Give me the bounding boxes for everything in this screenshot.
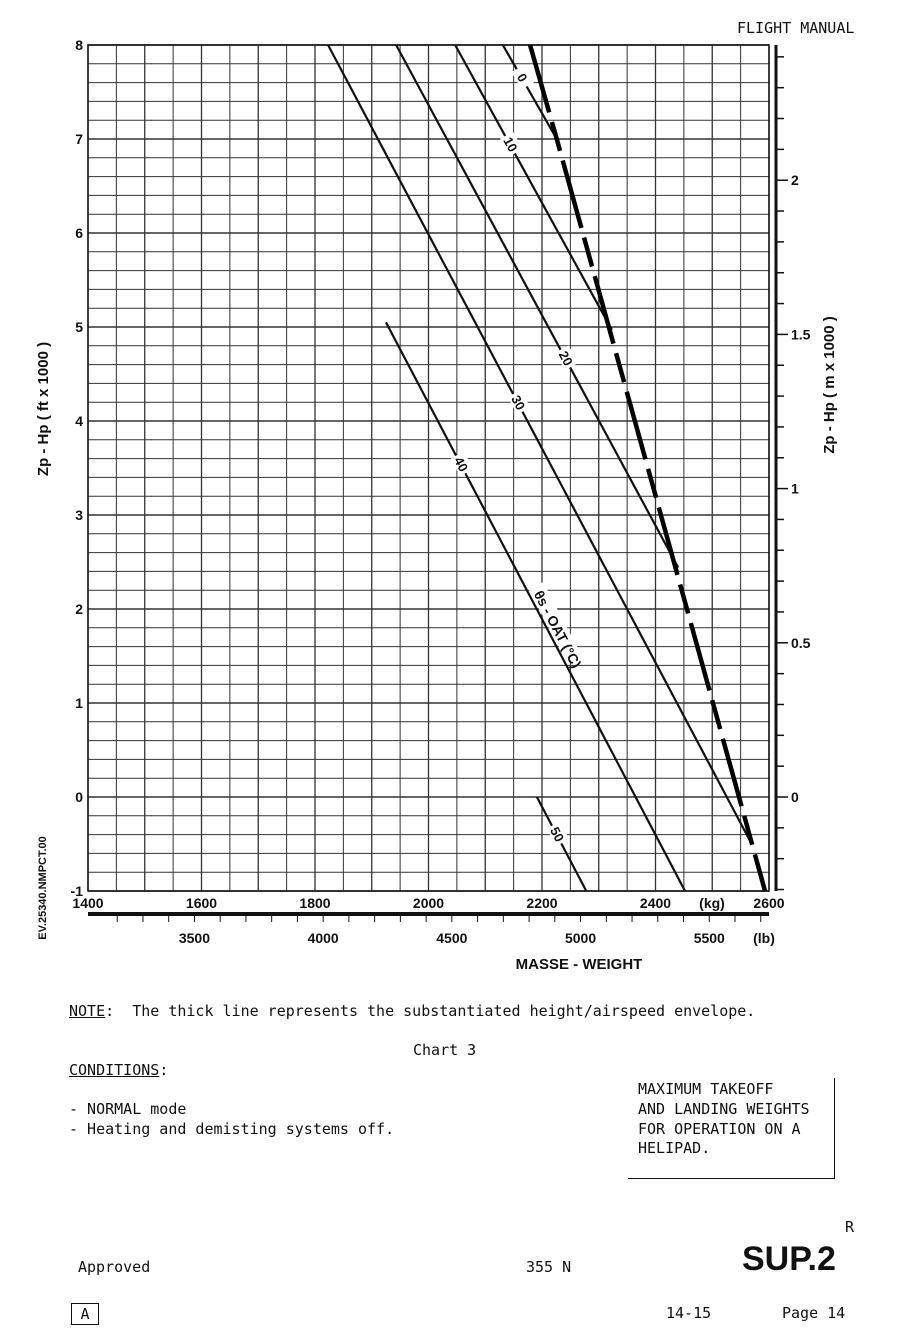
- y-tick-label: 1: [75, 695, 83, 711]
- oat-label-bg: [555, 345, 579, 371]
- conditions-label: CONDITIONS: [69, 1061, 160, 1079]
- lb-tick-label: 4500: [436, 930, 467, 946]
- note-label: NOTE: [69, 1002, 106, 1020]
- lb-tick-label: 3500: [179, 930, 210, 946]
- revision-mark: R: [845, 1218, 855, 1236]
- m-tick-label: 1: [791, 481, 799, 497]
- oat-label-50: 50: [547, 824, 567, 844]
- approved-label: Approved: [78, 1258, 151, 1276]
- lb-tick-label: 5000: [565, 930, 596, 946]
- m-tick-label: 2: [791, 172, 799, 188]
- oat-label-bg: [507, 389, 531, 415]
- helipad-weights-box: [628, 1078, 835, 1179]
- x-axis-title: MASSE - WEIGHT: [516, 956, 643, 973]
- box-line: FOR OPERATION ON A: [638, 1120, 801, 1138]
- box-line: HELIPAD.: [638, 1139, 711, 1157]
- oat-label-30: 30: [508, 393, 528, 413]
- lb-tick-label: 4000: [308, 930, 339, 946]
- envelope-thick-line: [527, 44, 768, 892]
- y-tick-label: 5: [75, 319, 83, 335]
- y-tick-label: 2: [75, 601, 83, 617]
- y-tick-label: 6: [75, 225, 83, 241]
- chart-caption: Chart 3: [413, 1041, 477, 1059]
- oat-label-bg: [546, 821, 570, 847]
- x-unit-kg: (kg): [699, 895, 725, 911]
- oat-series-title: θs - OAT (°C): [531, 588, 585, 671]
- plot-frame: [87, 44, 770, 892]
- x-tick-label: 1800: [299, 895, 330, 911]
- oat-label-bg: [511, 64, 535, 90]
- x-tick-label: 2600: [753, 895, 784, 911]
- oat-label-10: 10: [500, 134, 520, 154]
- revision-box: A: [71, 1303, 99, 1325]
- note-text: : The thick line represents the substant…: [105, 1002, 756, 1020]
- x-tick-label: 1400: [72, 895, 103, 911]
- y-tick-label: 3: [75, 507, 83, 523]
- m-tick-label: 1.5: [791, 326, 811, 342]
- note: NOTE: The thick line represents the subs…: [69, 1002, 755, 1020]
- conditions-heading: CONDITIONS:: [69, 1061, 168, 1079]
- y-tick-label: 8: [75, 37, 83, 53]
- oat-title-bg: [528, 582, 582, 663]
- y-tick-label: 0: [75, 789, 83, 805]
- box-line: AND LANDING WEIGHTS: [638, 1100, 810, 1118]
- m-tick-label: 0: [791, 789, 799, 805]
- conditions-colon: :: [159, 1061, 169, 1079]
- condition-item: - NORMAL mode: [69, 1100, 187, 1118]
- x-tick-label: 2000: [413, 895, 444, 911]
- oat-line-40: [384, 321, 686, 892]
- y-axis-title-left: Zp - Hp ( ft x 1000 ): [35, 342, 52, 476]
- x-tick-label: 1600: [186, 895, 217, 911]
- oat-line-10: [454, 44, 613, 331]
- x-tick-label: 2400: [640, 895, 671, 911]
- lb-tick-label: 5500: [694, 930, 725, 946]
- oat-label-20: 20: [556, 348, 576, 368]
- oat-line-50: [535, 796, 588, 892]
- x-tick-label: 2200: [526, 895, 557, 911]
- section-label: SUP.2: [742, 1240, 836, 1278]
- oat-line-20: [395, 44, 680, 569]
- oat-line-30: [327, 44, 751, 841]
- m-tick-label: 0.5: [791, 635, 811, 651]
- condition-item: - Heating and demisting systems off.: [69, 1120, 395, 1138]
- page-header: FLIGHT MANUAL: [737, 19, 855, 37]
- x-unit-lb: (lb): [753, 930, 775, 946]
- y-tick-label: -1: [71, 883, 84, 899]
- page-number: Page 14: [782, 1304, 846, 1322]
- doc-number: 355 N: [526, 1258, 572, 1276]
- y-axis-title-right: Zp - Hp ( m x 1000 ): [821, 316, 838, 454]
- box-line: MAXIMUM TAKEOFF: [638, 1080, 774, 1098]
- oat-label-bg: [499, 131, 523, 157]
- oat-label-bg: [450, 451, 474, 477]
- oat-line-0: [501, 44, 558, 140]
- chapter-number: 14-15: [666, 1304, 712, 1322]
- y-tick-label: 7: [75, 131, 83, 147]
- oat-label-40: 40: [451, 454, 471, 474]
- y-tick-label: 4: [75, 413, 83, 429]
- chart-code: EV.25340.NMPCT.00: [37, 836, 49, 940]
